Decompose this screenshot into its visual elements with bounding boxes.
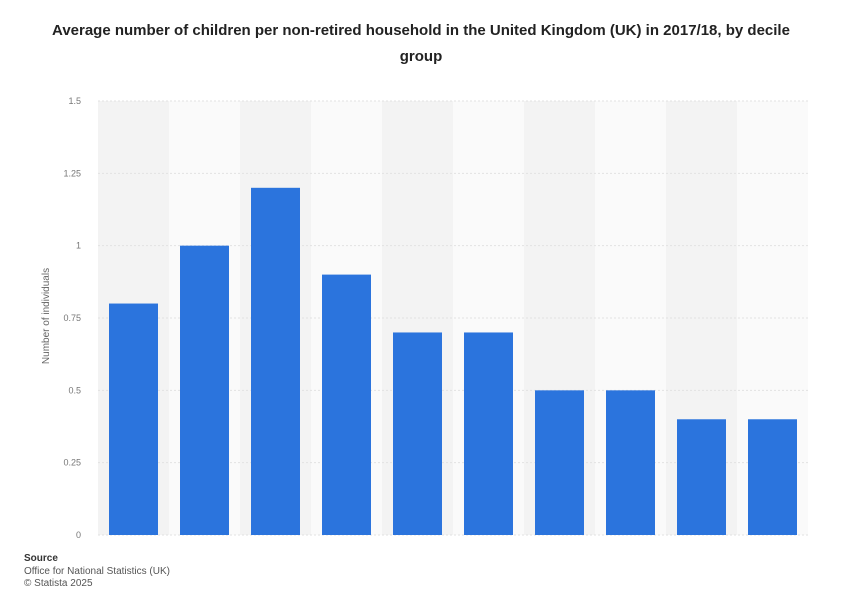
bar-decile-5[interactable] [393, 332, 442, 535]
y-axis-label: Number of individuals [41, 268, 52, 364]
bar-decile-7[interactable] [535, 390, 584, 535]
bars [109, 187, 797, 536]
y-tick-label: 0 [76, 530, 81, 540]
bar-decile-2[interactable] [180, 245, 229, 535]
source-name[interactable]: Office for National Statistics (UK) [24, 565, 170, 577]
y-tick-label: 0.5 [68, 385, 81, 395]
bar-decile-9[interactable] [677, 419, 726, 535]
bar-decile-6[interactable] [464, 332, 513, 535]
y-tick-label: 0.25 [63, 458, 81, 468]
bar-decile-8[interactable] [606, 390, 655, 535]
bar-decile-4[interactable] [322, 274, 371, 535]
bar-decile-1[interactable] [109, 303, 158, 535]
bar-decile-10[interactable] [748, 419, 797, 535]
y-tick-label: 1.5 [68, 96, 81, 106]
y-tick-label: 1.25 [63, 168, 81, 178]
footer: Source Office for National Statistics (U… [24, 553, 170, 591]
y-axis: 0 0.25 0.5 0.75 1 1.25 1.5 [63, 96, 81, 540]
y-tick-label: 0.75 [63, 313, 81, 323]
bar-decile-3[interactable] [251, 187, 300, 536]
copyright: © Statista 2025 [24, 578, 93, 589]
source-label: Source [24, 553, 58, 564]
chart-title: Average number of children per non-retir… [52, 22, 790, 65]
y-tick-label: 1 [76, 241, 81, 251]
